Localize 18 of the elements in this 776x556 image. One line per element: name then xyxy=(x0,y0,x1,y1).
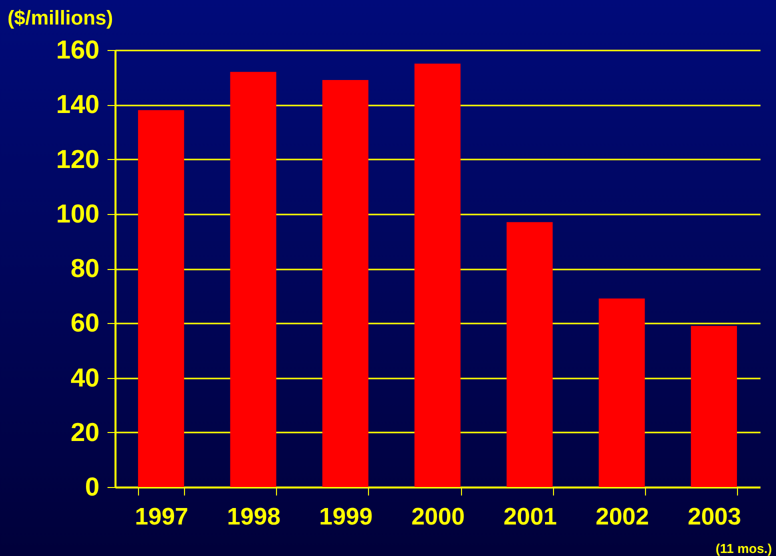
y-tick-label: 80 xyxy=(70,253,100,283)
y-tick-label: 160 xyxy=(56,34,100,64)
y-axis-title: ($/millions) xyxy=(8,8,114,30)
text: (11 mos.) xyxy=(716,541,772,556)
x-tick-label: 2001 xyxy=(503,504,557,530)
x-tick-label: 1997 xyxy=(134,504,188,530)
y-tick-label: 140 xyxy=(56,89,100,120)
x-tick-label: 2003 xyxy=(688,504,742,530)
y-tick-label: 40 xyxy=(70,362,100,392)
y-tick-label: 0 xyxy=(85,472,100,502)
y-tick-label: 100 xyxy=(56,198,100,228)
x-tick-label: 2000 xyxy=(411,504,465,530)
y-tick-label: 120 xyxy=(56,144,100,174)
x-tick-label: 2002 xyxy=(596,504,649,530)
x-tick-label: 1998 xyxy=(227,504,280,530)
x-tick-label: 1999 xyxy=(319,504,373,530)
y-tick-label: 20 xyxy=(70,416,100,447)
y-tick-label: 60 xyxy=(70,308,100,338)
